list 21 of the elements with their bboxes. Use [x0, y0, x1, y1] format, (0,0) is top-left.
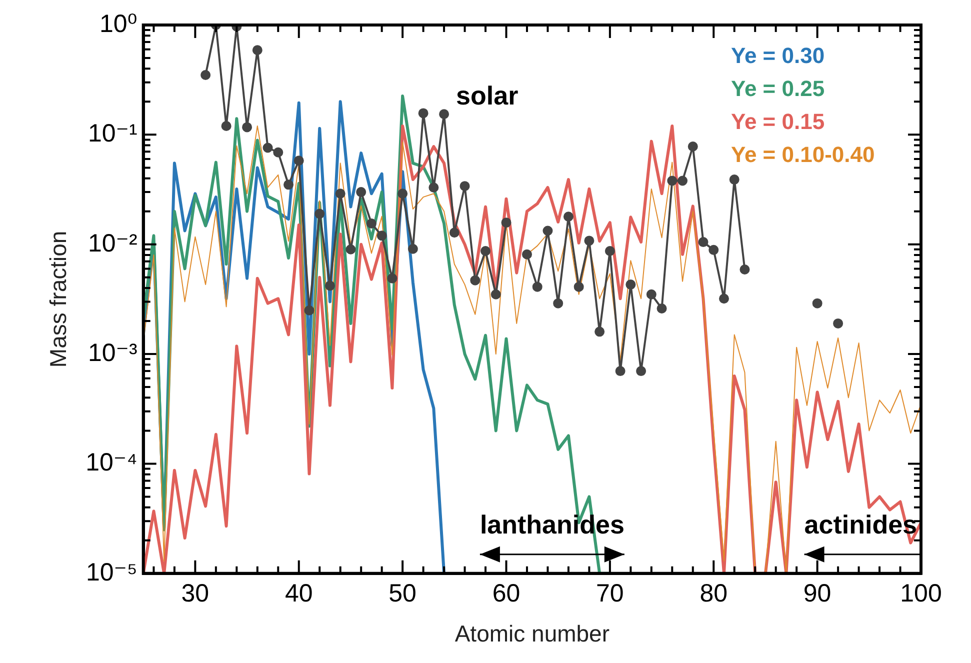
x-tick-label: 70 [596, 579, 624, 608]
x-tick-label: 40 [284, 579, 313, 608]
y-axis-title: Mass fraction [45, 230, 72, 368]
y-tick-label: 10⁻⁴ [86, 448, 138, 477]
x-tick-label: 60 [492, 579, 520, 608]
x-tick-label: 90 [803, 579, 832, 608]
y-tick-label: 10⁻² [88, 229, 138, 258]
y-tick-label: 10⁻³ [88, 338, 138, 367]
text: Ye = 0.10-0.40 [731, 142, 875, 168]
text: Ye = 0.15 [731, 109, 825, 134]
y-tick-label: 10⁻¹ [88, 120, 138, 148]
y-tick-label: 10⁻⁵ [86, 558, 138, 586]
x-axis-title: Atomic number [454, 620, 610, 647]
x-tick-label: 80 [700, 579, 728, 608]
y-tick-label: 10⁰ [100, 10, 138, 38]
x-tick-label: 30 [181, 579, 210, 608]
text: Ye = 0.25 [731, 76, 825, 102]
annotation: solar [456, 80, 518, 110]
x-tick-label: 100 [900, 579, 942, 608]
x-tick-label: 50 [388, 579, 416, 608]
text: Ye = 0.30 [731, 43, 825, 68]
